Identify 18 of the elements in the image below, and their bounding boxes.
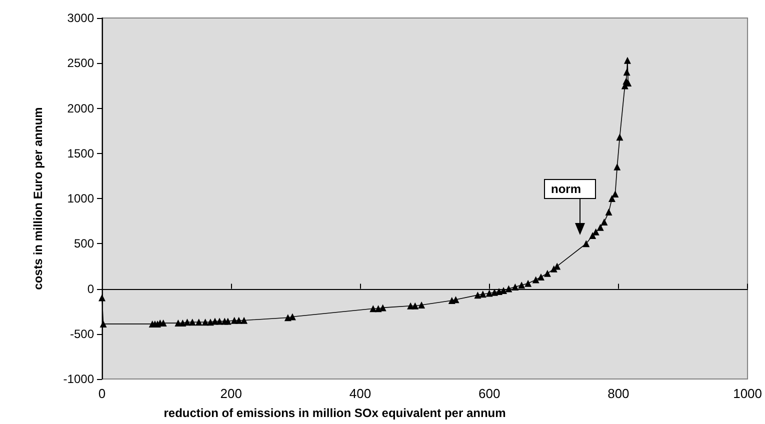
x-tick-label: 1000 — [733, 386, 762, 401]
y-tick-label: -1000 — [63, 372, 94, 386]
y-tick-label: -500 — [70, 326, 94, 341]
y-axis-title: costs in million Euro per annum — [31, 107, 45, 290]
y-tick-label: 1500 — [67, 146, 94, 160]
x-axis-title: reduction of emissions in million SOx equivalent per annum — [164, 406, 506, 420]
y-tick-label: 2500 — [67, 56, 94, 70]
y-tick-label: 2000 — [67, 101, 94, 116]
y-tick-label: 3000 — [67, 11, 94, 25]
x-tick-label: 0 — [98, 386, 106, 401]
x-tick-label: 800 — [608, 386, 630, 401]
x-tick-label: 200 — [220, 386, 242, 401]
x-tick-label: 400 — [349, 386, 372, 401]
annotation: norm — [544, 179, 596, 199]
y-tick-label: 0 — [87, 282, 94, 296]
y-tick-label: 500 — [74, 236, 94, 251]
x-tick-label: 600 — [478, 386, 500, 401]
y-tick-label: 1000 — [67, 192, 94, 206]
